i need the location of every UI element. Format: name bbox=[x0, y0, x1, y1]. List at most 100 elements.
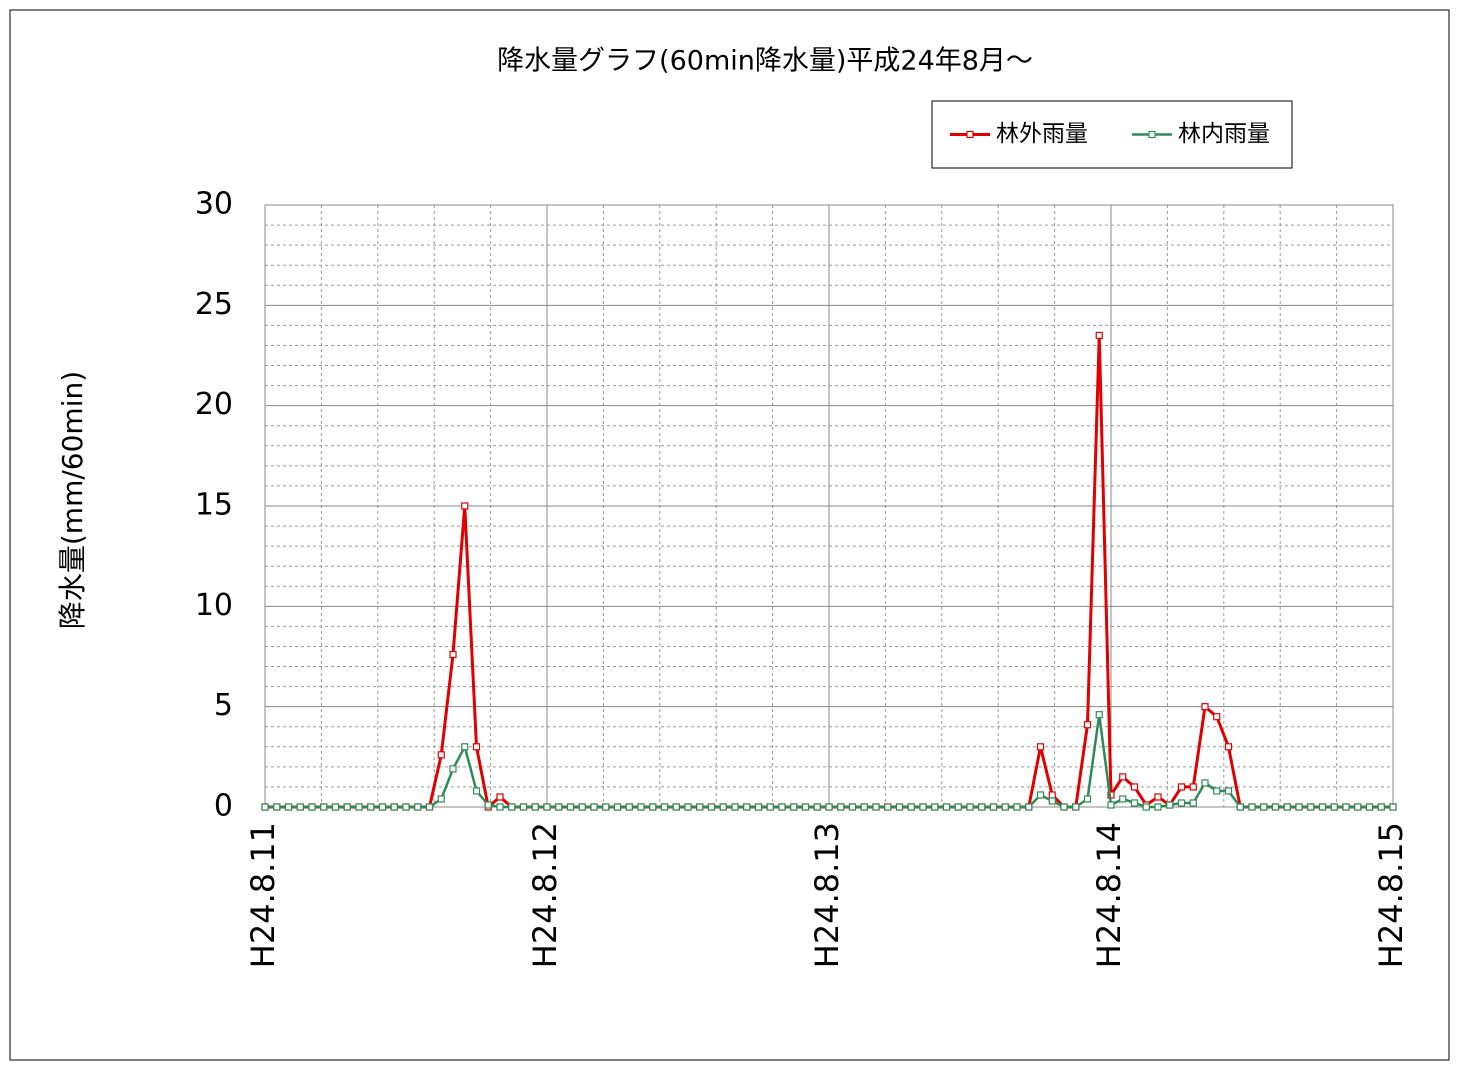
data-point bbox=[707, 803, 716, 811]
data-point bbox=[1283, 803, 1291, 811]
data-point bbox=[355, 803, 363, 811]
data-point bbox=[367, 803, 375, 811]
data-point bbox=[1177, 799, 1186, 807]
data-point bbox=[1166, 801, 1174, 809]
data-point bbox=[519, 803, 528, 811]
data-point bbox=[1083, 721, 1092, 729]
data-point bbox=[719, 803, 727, 811]
data-point bbox=[437, 751, 445, 759]
data-point bbox=[1236, 803, 1244, 811]
data-point bbox=[766, 803, 774, 811]
data-point bbox=[1083, 795, 1092, 803]
data-point bbox=[566, 803, 575, 811]
x-tick-label: H24.8.11 bbox=[244, 822, 282, 968]
data-point bbox=[731, 803, 739, 811]
data-point bbox=[590, 803, 598, 811]
data-point bbox=[437, 795, 445, 803]
data-point bbox=[1224, 743, 1233, 751]
data-point bbox=[273, 803, 281, 811]
data-point bbox=[1189, 799, 1197, 807]
data-point bbox=[1154, 803, 1162, 811]
x-tick-label: H24.8.14 bbox=[1090, 822, 1128, 968]
data-point bbox=[1048, 791, 1056, 799]
data-point bbox=[461, 743, 469, 751]
data-point bbox=[1142, 803, 1150, 811]
data-point bbox=[578, 803, 586, 811]
y-tick-label: 30 bbox=[195, 187, 233, 222]
x-tick-label: H24.8.15 bbox=[1372, 822, 1410, 968]
data-point bbox=[308, 803, 316, 811]
data-point bbox=[449, 765, 457, 773]
data-point bbox=[296, 803, 304, 811]
data-point bbox=[989, 803, 998, 811]
data-point bbox=[754, 803, 763, 811]
data-point bbox=[1295, 803, 1303, 811]
data-point bbox=[1389, 803, 1397, 811]
data-point bbox=[872, 803, 880, 811]
data-point bbox=[284, 803, 293, 811]
legend-label: 林内雨量 bbox=[1178, 121, 1270, 147]
data-point bbox=[790, 803, 798, 811]
data-point bbox=[919, 803, 927, 811]
data-point bbox=[320, 803, 328, 811]
data-point bbox=[1048, 797, 1056, 805]
data-point bbox=[472, 787, 481, 795]
data-point bbox=[848, 803, 857, 811]
data-point bbox=[472, 743, 481, 751]
y-tick-label: 10 bbox=[195, 588, 233, 623]
data-point bbox=[1130, 799, 1139, 807]
y-tick-label: 25 bbox=[195, 287, 233, 322]
y-tick-label: 15 bbox=[195, 488, 233, 523]
data-point bbox=[931, 803, 939, 811]
data-point bbox=[1365, 803, 1374, 811]
data-point bbox=[1271, 803, 1280, 811]
data-point bbox=[860, 803, 868, 811]
data-point bbox=[1119, 773, 1127, 781]
data-point bbox=[837, 803, 845, 811]
data-point bbox=[1307, 803, 1315, 811]
data-point bbox=[331, 803, 340, 811]
data-point bbox=[1130, 783, 1139, 791]
data-point bbox=[1189, 783, 1197, 791]
data-point bbox=[496, 803, 504, 811]
legend-label: 林外雨量 bbox=[996, 121, 1088, 147]
data-point bbox=[813, 803, 821, 811]
data-point bbox=[672, 803, 680, 811]
data-point bbox=[1342, 803, 1350, 811]
data-point bbox=[954, 803, 962, 811]
data-point bbox=[1377, 803, 1385, 811]
data-point bbox=[696, 803, 704, 811]
data-point bbox=[1201, 703, 1209, 711]
chart-title: 降水量グラフ(60min降水量)平成24年8月～ bbox=[497, 46, 1033, 77]
data-point bbox=[684, 803, 692, 811]
data-point bbox=[1107, 801, 1115, 809]
x-tick-label: H24.8.12 bbox=[526, 822, 564, 968]
data-point bbox=[1072, 803, 1080, 811]
data-point bbox=[942, 803, 951, 811]
data-point bbox=[1318, 803, 1327, 811]
data-point bbox=[261, 803, 269, 811]
data-point bbox=[390, 803, 398, 811]
data-point bbox=[543, 803, 551, 811]
data-point bbox=[343, 803, 351, 811]
data-point bbox=[1036, 791, 1045, 799]
data-point bbox=[1213, 713, 1221, 721]
data-point bbox=[531, 803, 539, 811]
data-point bbox=[801, 803, 810, 811]
data-point bbox=[743, 803, 751, 811]
data-point bbox=[414, 803, 422, 811]
data-point bbox=[425, 803, 434, 811]
data-point bbox=[1119, 795, 1127, 803]
data-point bbox=[496, 793, 504, 801]
data-point bbox=[1025, 803, 1033, 811]
legend-box bbox=[931, 100, 1293, 169]
data-point bbox=[637, 803, 645, 811]
data-point bbox=[378, 803, 387, 811]
data-point bbox=[1330, 803, 1338, 811]
data-point bbox=[555, 803, 563, 811]
data-point bbox=[1177, 783, 1186, 791]
y-tick-label: 20 bbox=[195, 387, 233, 422]
data-point bbox=[778, 803, 786, 811]
data-point bbox=[625, 803, 633, 811]
